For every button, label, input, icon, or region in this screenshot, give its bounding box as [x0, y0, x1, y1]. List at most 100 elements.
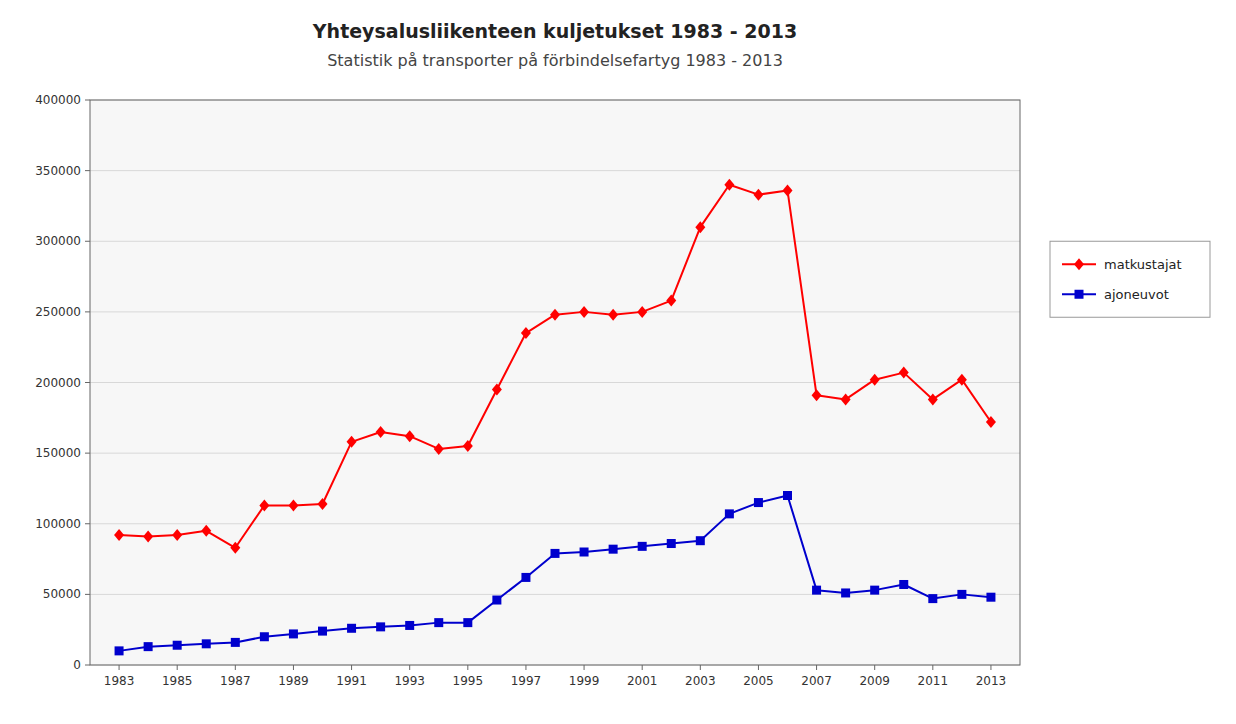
point [260, 632, 269, 641]
chart: Yhteysalusliikenteen kuljetukset 1983 - … [0, 0, 1236, 724]
point [608, 309, 618, 321]
legend: matkustajat ajoneuvot [1050, 241, 1210, 317]
y-tick [85, 665, 90, 666]
x-tick-label: 1999 [569, 674, 600, 688]
plot-frame [90, 100, 1020, 665]
y-tick-label: 150000 [35, 446, 81, 460]
x-tick-label: 2001 [627, 674, 658, 688]
point [783, 491, 792, 500]
x-tick [816, 665, 817, 670]
point [899, 580, 908, 589]
point [231, 638, 240, 647]
point [696, 536, 705, 545]
point [957, 590, 966, 599]
x-tick-label: 1987 [220, 674, 251, 688]
point [434, 443, 444, 455]
point [143, 530, 153, 542]
legend-label: ajoneuvot [1104, 287, 1169, 302]
data [114, 179, 996, 656]
point [318, 498, 328, 510]
point [986, 416, 996, 428]
x-tick-label: 2005 [743, 674, 774, 688]
x-tick [642, 665, 643, 670]
point [986, 593, 995, 602]
point [521, 327, 531, 339]
x-tick-label: 1991 [336, 674, 367, 688]
subtitle: Statistik på transporter på förbindelsef… [327, 51, 783, 70]
x-tick [525, 665, 526, 670]
x-tick [990, 665, 991, 670]
x-tick [177, 665, 178, 670]
grid-line [90, 453, 1020, 454]
y-tick-label: 250000 [35, 305, 81, 319]
y-tick [85, 311, 90, 312]
point [550, 309, 560, 321]
point [492, 384, 502, 396]
point [754, 498, 763, 507]
x-tick [119, 665, 120, 670]
point [695, 221, 705, 233]
point [841, 588, 850, 597]
point [724, 179, 734, 191]
x-tick-label: 2007 [801, 674, 832, 688]
point [666, 295, 676, 307]
point [201, 525, 211, 537]
y-tick-label: 400000 [35, 93, 81, 107]
point [899, 367, 909, 379]
y-tick-label: 50000 [43, 587, 81, 601]
point [753, 189, 763, 201]
legend-marker [1075, 290, 1084, 299]
x-tick-label: 1997 [511, 674, 542, 688]
point [288, 499, 298, 511]
point [870, 374, 880, 386]
legend-box [1050, 241, 1210, 317]
series [115, 491, 996, 655]
legend-marker [1074, 258, 1084, 270]
x-tick-label: 2011 [918, 674, 949, 688]
point [667, 539, 676, 548]
y-tick-label: 300000 [35, 234, 81, 248]
grid-line [90, 523, 1020, 524]
y-tick [85, 382, 90, 383]
legend-label: matkustajat [1104, 257, 1182, 272]
point [579, 306, 589, 318]
point [463, 618, 472, 627]
point [144, 642, 153, 651]
point [812, 586, 821, 595]
x-tick-label: 2003 [685, 674, 716, 688]
point [259, 499, 269, 511]
point [870, 586, 879, 595]
x-tick [467, 665, 468, 670]
x-tick [874, 665, 875, 670]
line [119, 496, 991, 651]
x-tick-label: 2013 [976, 674, 1007, 688]
point [637, 306, 647, 318]
point [783, 184, 793, 196]
y-tick [85, 453, 90, 454]
point [376, 426, 386, 438]
y-tick [85, 523, 90, 524]
point [230, 542, 240, 554]
y-tick-label: 0 [73, 658, 81, 672]
point [434, 618, 443, 627]
x-tick [758, 665, 759, 670]
point [551, 549, 560, 558]
point [347, 624, 356, 633]
point [114, 529, 124, 541]
y-tick-label: 350000 [35, 164, 81, 178]
y-tick [85, 594, 90, 595]
point [173, 641, 182, 650]
point [347, 436, 357, 448]
point [492, 596, 501, 605]
point [202, 639, 211, 648]
point [609, 545, 618, 554]
x-tick [235, 665, 236, 670]
y-tick-label: 200000 [35, 376, 81, 390]
x-tick-label: 1983 [104, 674, 135, 688]
point [115, 646, 124, 655]
point [172, 529, 182, 541]
point [463, 440, 473, 452]
x-tick [351, 665, 352, 670]
point [928, 594, 937, 603]
grid-line [90, 170, 1020, 171]
